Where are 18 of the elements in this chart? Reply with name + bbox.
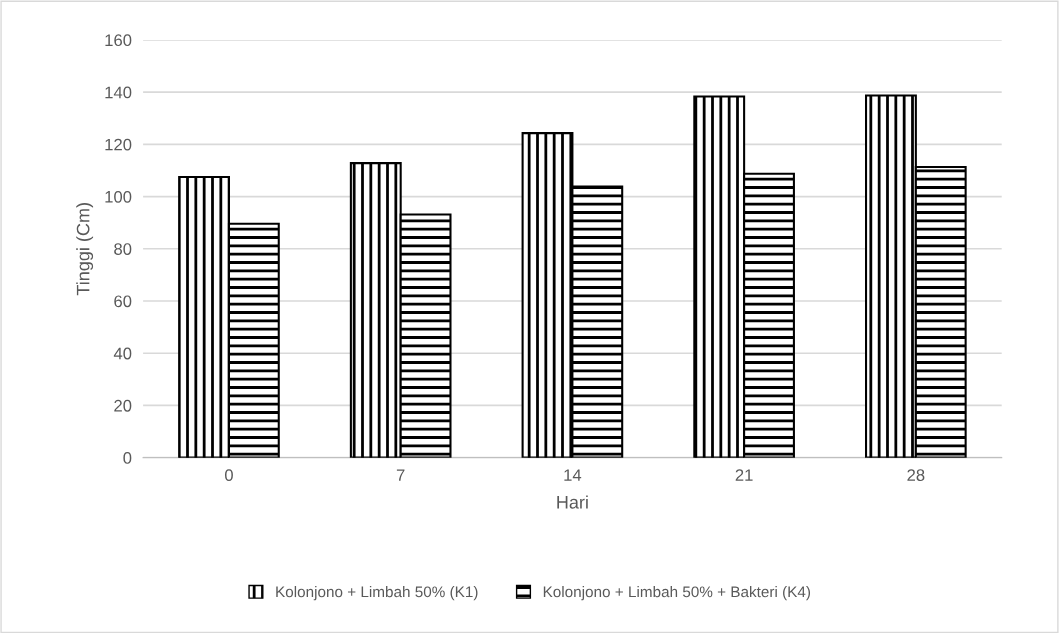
y-axis-title: Tinggi (Cm) — [76, 203, 94, 296]
y-tick-label: 20 — [114, 399, 132, 412]
legend-label: Kolonjono + Limbah 50% (K1) — [276, 586, 478, 601]
x-axis-title: Hari — [557, 495, 588, 509]
y-tick-label: 80 — [114, 243, 132, 255]
y-tick-label: 0 — [123, 452, 132, 464]
x-tick-label: 21 — [735, 469, 753, 481]
x-tick-label: 0 — [224, 469, 233, 482]
x-tick-label: 14 — [564, 469, 582, 481]
y-tick-label: 120 — [105, 138, 132, 151]
y-tick-label: 60 — [114, 295, 132, 308]
x-tick-label: 7 — [396, 469, 405, 481]
legend-label: Kolonjono + Limbah 50% + Bakteri (K4) — [543, 586, 811, 601]
y-tick-label: 40 — [113, 347, 132, 360]
y-tick-label: 160 — [105, 34, 132, 47]
y-tick-label: 140 — [105, 86, 132, 99]
x-tick-label: 28 — [907, 469, 925, 482]
y-tick-label: 100 — [105, 190, 132, 203]
